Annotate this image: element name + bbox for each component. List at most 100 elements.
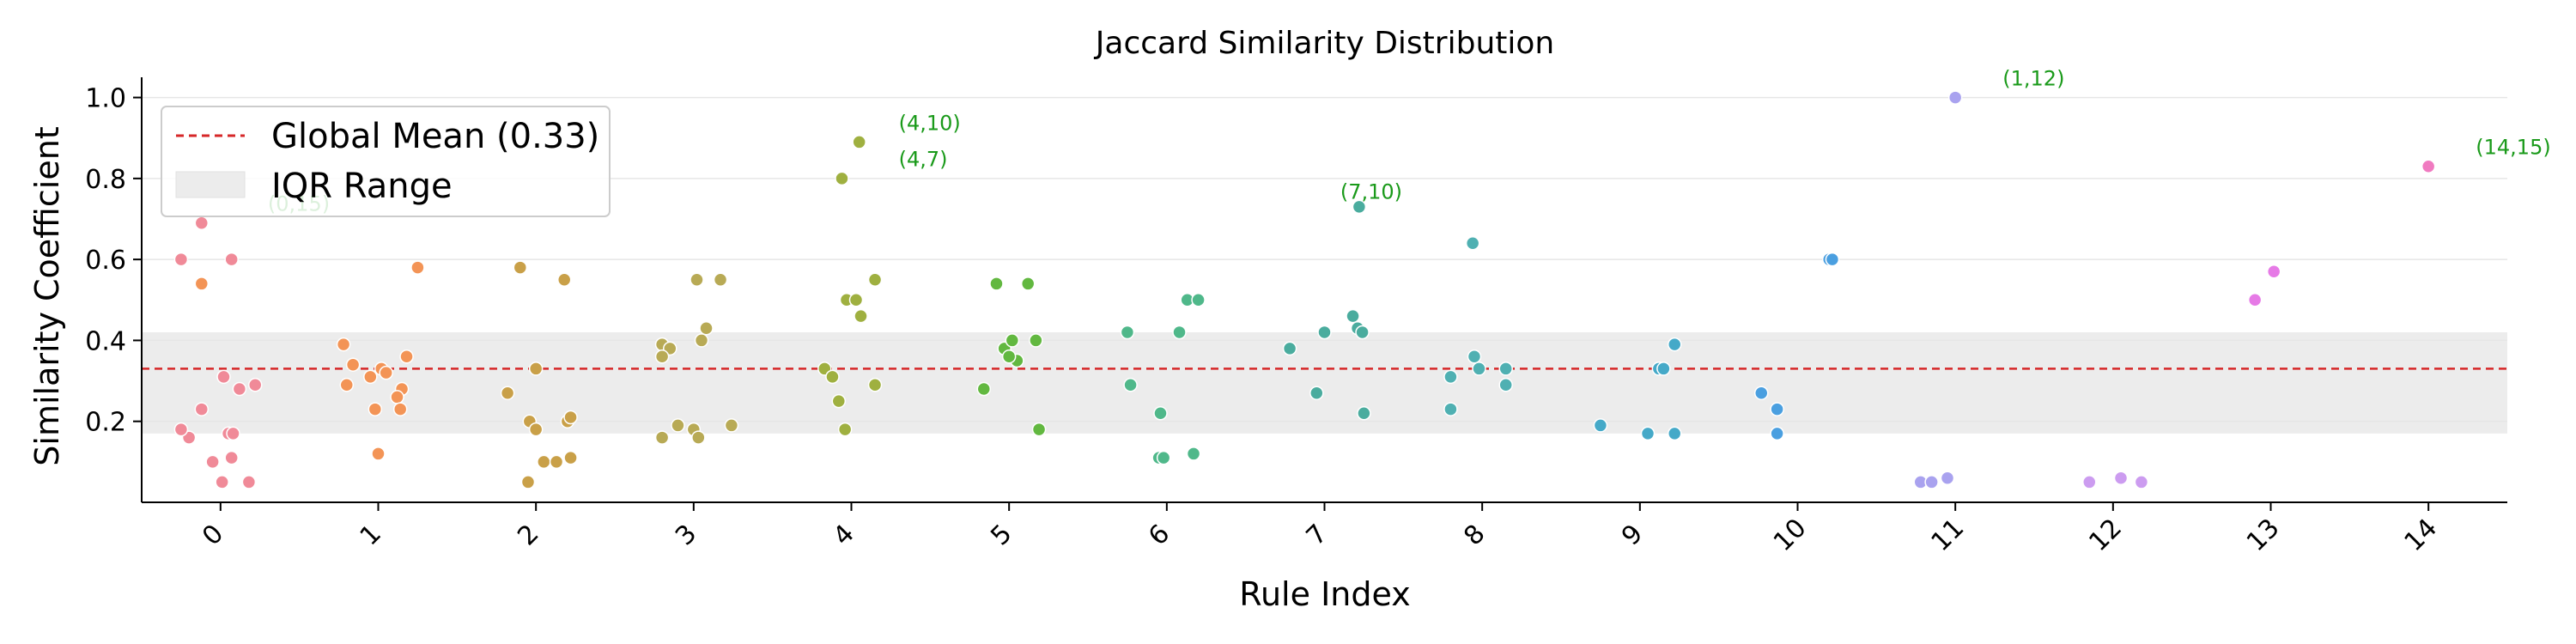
data-point-rule-2: [556, 272, 572, 287]
data-point-rule-4: [854, 308, 868, 324]
data-point-rule-1: [410, 260, 425, 275]
data-point-rule-0: [173, 252, 189, 267]
y-tick-label: 0.6: [85, 246, 126, 276]
data-point-rule-6: [1191, 293, 1206, 307]
data-point-rule-2: [528, 422, 544, 437]
data-point-rule-7: [1282, 341, 1297, 356]
data-point-rule-3: [713, 272, 728, 287]
data-point-rule-12: [2134, 475, 2149, 489]
data-point-rule-3: [654, 349, 670, 364]
data-point-rule-2: [549, 454, 564, 470]
data-point-rule-2: [563, 410, 578, 425]
data-point-rule-4: [825, 369, 840, 385]
data-point-rule-4: [831, 393, 847, 409]
data-point-rule-1: [363, 369, 378, 385]
data-point-rule-8: [1465, 236, 1480, 251]
data-point-rule-9: [1656, 361, 1671, 376]
data-point-rule-5: [1001, 349, 1017, 364]
data-point-rule-9: [1640, 426, 1656, 441]
y-tick-label: 0.8: [85, 165, 126, 195]
data-point-rule-13: [2247, 293, 2263, 307]
data-point-rule-13: [2266, 264, 2281, 279]
data-point-rule-3: [671, 418, 685, 433]
data-point-rule-10: [1754, 386, 1769, 400]
y-axis-label: Similarity Coefficient: [28, 126, 66, 465]
data-point-rule-8: [1472, 361, 1486, 376]
data-point-rule-5: [1029, 333, 1043, 348]
data-point-rule-10: [1770, 402, 1784, 416]
data-point-rule-6: [1120, 325, 1135, 340]
y-tick-label: 0.4: [85, 326, 126, 356]
data-point-rule-3: [690, 272, 704, 287]
point-annotation: (7,10): [1340, 179, 1402, 204]
data-point-rule-1: [392, 402, 408, 416]
point-annotation: (14,15): [2476, 136, 2550, 160]
data-point-rule-3: [691, 430, 706, 445]
data-point-rule-9: [1667, 426, 1682, 441]
point-annotation: (1,12): [2002, 66, 2064, 90]
data-point-rule-3: [694, 333, 709, 348]
points-layer: [173, 90, 2436, 489]
data-point-rule-0: [241, 475, 257, 489]
data-point-rule-4: [867, 378, 883, 392]
data-point-rule-4: [835, 171, 849, 186]
data-point-rule-8: [1498, 378, 1513, 392]
data-point-rule-12: [2082, 475, 2097, 489]
data-point-rule-5: [1031, 422, 1047, 437]
data-point-rule-0: [216, 369, 231, 385]
data-point-rule-4: [852, 135, 866, 149]
data-point-rule-6: [1123, 378, 1138, 392]
y-tick-label: 1.0: [85, 84, 126, 114]
data-point-rule-9: [1593, 418, 1608, 433]
data-point-rule-2: [537, 454, 551, 470]
legend-mean-label: Global Mean (0.33): [271, 117, 599, 156]
data-point-rule-1: [339, 378, 355, 392]
data-point-rule-0: [226, 426, 240, 441]
data-point-rule-6: [1172, 325, 1187, 340]
data-point-rule-0: [173, 422, 189, 437]
data-point-rule-3: [654, 430, 670, 445]
iqr-band: [142, 332, 2507, 434]
data-point-rule-9: [1667, 337, 1682, 352]
data-point-rule-1: [368, 402, 383, 416]
data-point-rule-5: [1020, 276, 1036, 291]
data-point-rule-11: [1924, 475, 1939, 489]
data-point-rule-5: [989, 276, 1004, 291]
data-point-rule-1: [336, 337, 351, 352]
data-point-rule-7: [1346, 308, 1360, 324]
data-point-rule-4: [867, 272, 883, 287]
data-point-rule-11: [1947, 90, 1963, 105]
data-point-rule-8: [1498, 361, 1513, 376]
point-annotation: (4,7): [899, 148, 948, 172]
data-point-rule-1: [399, 349, 414, 364]
legend-iqr-label: IQR Range: [271, 167, 453, 206]
x-axis-label: Rule Index: [1239, 575, 1410, 613]
data-point-rule-5: [976, 381, 992, 397]
data-point-rule-6: [1186, 447, 1201, 461]
data-point-rule-6: [1156, 450, 1171, 465]
data-point-rule-5: [1005, 333, 1020, 348]
data-point-rule-1: [390, 390, 404, 404]
data-point-rule-7: [1352, 199, 1367, 215]
data-point-rule-14: [2421, 159, 2436, 173]
data-point-rule-1: [194, 276, 210, 291]
data-point-rule-4: [848, 293, 864, 307]
data-point-rule-2: [528, 361, 544, 376]
data-point-rule-11: [1940, 471, 1955, 485]
iqr-band-layer: [142, 332, 2507, 434]
data-point-rule-2: [500, 386, 515, 400]
data-point-rule-8: [1443, 369, 1458, 385]
data-point-rule-10: [1770, 426, 1784, 441]
data-point-rule-7: [1355, 325, 1370, 340]
data-point-rule-1: [371, 447, 386, 461]
legend-iqr-swatch: [175, 171, 246, 198]
data-point-rule-3: [699, 321, 714, 336]
data-point-rule-2: [520, 475, 536, 489]
data-point-rule-0: [205, 454, 220, 470]
data-point-rule-0: [247, 378, 263, 392]
chart-title: Jaccard Similarity Distribution: [1094, 26, 1554, 61]
legend: Global Mean (0.33) IQR Range: [161, 106, 611, 217]
point-annotation: (4,10): [899, 111, 961, 135]
